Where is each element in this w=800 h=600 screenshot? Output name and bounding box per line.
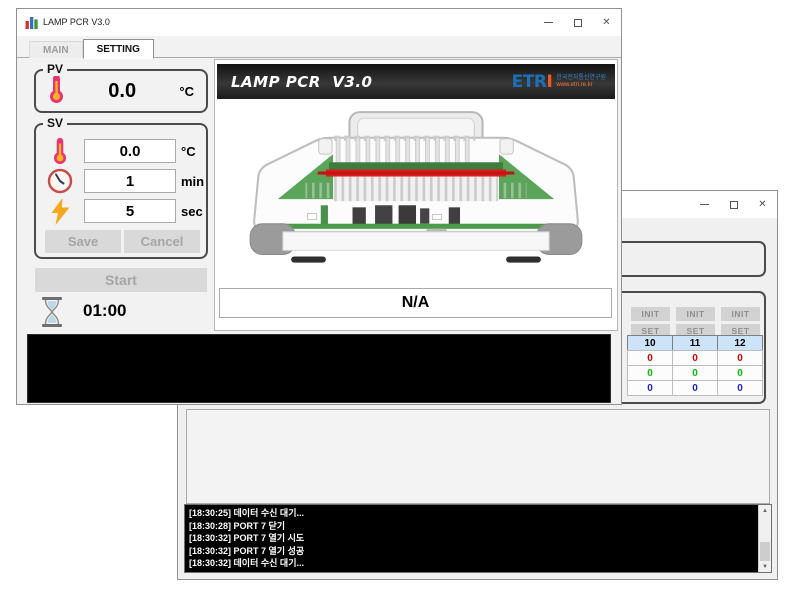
sv-minutes-input[interactable] — [84, 169, 176, 193]
close-icon[interactable]: ✕ — [758, 198, 767, 210]
blue-value-row: 0 0 0 — [627, 380, 763, 396]
tab-main[interactable]: MAIN — [29, 41, 83, 58]
log-line: [18:30:32] PORT 7 열기 시도 — [189, 533, 305, 543]
column-header: 10 — [627, 335, 673, 351]
minimize-icon[interactable] — [534, 9, 563, 36]
column-header-row: 10 11 12 — [627, 335, 763, 351]
back-window-controls: ✕ — [690, 191, 777, 218]
set-button-10[interactable]: SET — [631, 323, 670, 338]
device-panel: LAMP PCR V3.0 ETRI 한국전자통신연구원 www.etri.re… — [214, 59, 618, 331]
app-icon — [25, 16, 38, 34]
back-content-panel — [186, 409, 770, 504]
minimize-icon[interactable] — [690, 191, 719, 218]
log-line: [18:30:32] 데이터 수신 대기... — [189, 558, 304, 568]
port-table: INIT INIT INIT SET SET SET 10 11 12 0 0 … — [627, 302, 763, 396]
serial-log[interactable]: [18:30:25] 데이터 수신 대기... [18:30:28] PORT … — [185, 505, 758, 572]
log-line: [18:30:25] 데이터 수신 대기... — [189, 508, 304, 518]
pv-unit: °C — [179, 83, 194, 99]
cancel-button[interactable]: Cancel — [124, 230, 200, 253]
sv-temperature-input[interactable] — [84, 139, 176, 163]
scroll-up-icon[interactable]: ▲ — [762, 507, 768, 514]
table-cell: 0 — [672, 380, 718, 396]
sv-sec-unit: sec — [181, 203, 203, 219]
sv-min-unit: min — [181, 173, 205, 189]
sv-seconds-input[interactable] — [84, 199, 176, 223]
front-window-controls: ✕ — [534, 9, 621, 36]
close-icon[interactable]: ✕ — [602, 16, 611, 28]
maximize-icon[interactable] — [563, 9, 592, 36]
etri-caption-url: www.etri.re.kr — [556, 81, 593, 88]
table-cell: 0 — [717, 350, 763, 366]
lightning-bolt-icon — [36, 197, 84, 225]
clock-icon — [36, 168, 84, 194]
log-line: [18:30:28] PORT 7 닫기 — [189, 520, 286, 531]
tabstrip-divider — [17, 57, 621, 58]
sv-label: SV — [43, 116, 68, 130]
tabstrip: MAIN SETTING — [29, 37, 154, 59]
timer-value: 01:00 — [83, 301, 127, 320]
table-cell: 0 — [627, 380, 673, 396]
hourglass-icon — [41, 297, 63, 332]
lamp-pcr-window: LAMP PCR V3.0 ✕ MAIN SETTING PV — [16, 8, 622, 405]
init-button-11[interactable]: INIT — [676, 306, 715, 321]
red-value-row: 0 0 0 — [627, 350, 763, 366]
init-button-12[interactable]: INIT — [721, 306, 760, 321]
pv-groupbox: PV 0.0 °C — [34, 62, 208, 113]
init-row: INIT INIT INIT — [628, 302, 763, 321]
log-scrollbar[interactable]: ▲ ▼ — [758, 505, 771, 572]
sv-temp-unit: °C — [181, 143, 196, 159]
etri-caption-kr: 한국전자통신연구원 — [556, 74, 606, 81]
set-button-12[interactable]: SET — [721, 323, 760, 338]
scroll-down-icon[interactable]: ▼ — [762, 563, 768, 570]
green-value-row: 0 0 0 — [627, 365, 763, 381]
column-header: 12 — [717, 335, 763, 351]
table-cell: 0 — [627, 350, 673, 366]
etri-logotype: ETRI — [511, 71, 553, 92]
table-cell: 0 — [717, 380, 763, 396]
status-bar: N/A — [219, 288, 612, 318]
window-title: LAMP PCR V3.0 — [43, 17, 110, 27]
etri-logo: ETRI 한국전자통신연구원 www.etri.re.kr — [512, 72, 606, 92]
table-cell: 0 — [672, 350, 718, 366]
set-row: SET SET SET — [628, 319, 763, 338]
save-button[interactable]: Save — [45, 230, 121, 253]
thermometer-icon — [36, 137, 84, 165]
table-cell: 0 — [627, 365, 673, 381]
table-cell: 0 — [672, 365, 718, 381]
front-window-titlebar[interactable]: LAMP PCR V3.0 ✕ — [17, 9, 621, 36]
device-header-title: LAMP PCR V3.0 — [231, 72, 373, 91]
device-header: LAMP PCR V3.0 ETRI 한국전자통신연구원 www.etri.re… — [217, 64, 615, 99]
pv-label: PV — [43, 62, 68, 76]
thermometer-icon — [48, 74, 65, 109]
table-cell: 0 — [717, 365, 763, 381]
sv-groupbox: SV °C — [34, 116, 208, 259]
device-image — [215, 101, 617, 285]
tab-setting[interactable]: SETTING — [82, 39, 154, 59]
serial-log-container: [18:30:25] 데이터 수신 대기... [18:30:28] PORT … — [184, 504, 772, 573]
init-button-10[interactable]: INIT — [631, 306, 670, 321]
pv-temperature-value: 0.0 — [108, 79, 137, 102]
start-button[interactable]: Start — [35, 268, 207, 292]
scrollbar-thumb[interactable] — [760, 542, 770, 561]
column-header: 11 — [672, 335, 718, 351]
maximize-icon[interactable] — [719, 191, 748, 218]
set-button-11[interactable]: SET — [676, 323, 715, 338]
log-line: [18:30:32] PORT 7 열기 성공 — [189, 545, 305, 556]
front-log-area[interactable] — [27, 334, 611, 403]
